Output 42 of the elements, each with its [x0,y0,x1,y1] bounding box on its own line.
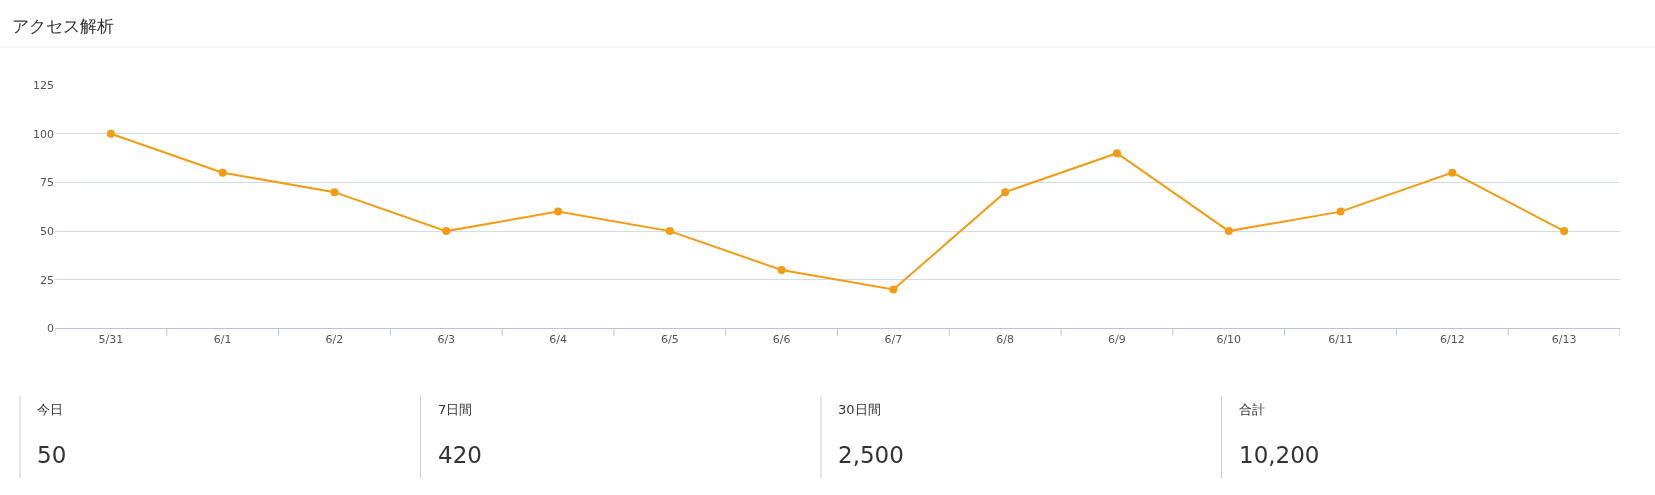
point [442,227,451,236]
category-label: 7日間 [438,402,473,417]
point [330,188,339,197]
y-tick-label: 75 [40,176,54,190]
y-tick-label: 0 [47,322,54,336]
y-tick-label: 50 [40,224,54,238]
x-tick-label: 6/12 [1439,332,1465,346]
point [1112,149,1121,158]
text: 420 [438,442,482,468]
point [218,168,227,177]
y-tick-label: 100 [33,127,54,141]
x-tick-label: 6/6 [772,332,791,346]
x-tick-label: 6/7 [884,332,903,346]
text: 10,200 [1239,442,1320,468]
x-tick-label: 6/1 [213,332,232,346]
x-tick-label: 6/10 [1216,332,1242,346]
y-tick-label: 125 [33,78,54,92]
text: 2,500 [838,442,904,468]
category-label: 30日間 [838,402,881,417]
point [889,285,898,294]
x-tick-label: 6/9 [1108,332,1126,346]
category-label: 今日 [37,402,63,417]
point [1001,188,1010,197]
x-tick-label: 5/31 [98,332,124,346]
x-tick-label: 6/4 [549,332,567,346]
x-tick-label: 6/3 [437,332,456,346]
point [1224,227,1233,236]
point [1448,168,1457,177]
x-tick-label: 6/8 [996,332,1015,346]
point [665,227,674,236]
point [106,129,115,138]
x-tick-label: 6/2 [325,332,344,346]
x-tick-label: 6/13 [1551,332,1577,346]
chart-title: アクセス解析 [12,16,114,36]
point [554,207,563,216]
point [1336,207,1345,216]
point [777,266,786,275]
category-label: 合計 [1239,402,1265,417]
y-tick-label: 25 [40,273,54,287]
point [1560,227,1569,236]
x-tick-label: 6/5 [660,332,679,346]
x-tick-label: 6/11 [1328,332,1353,346]
